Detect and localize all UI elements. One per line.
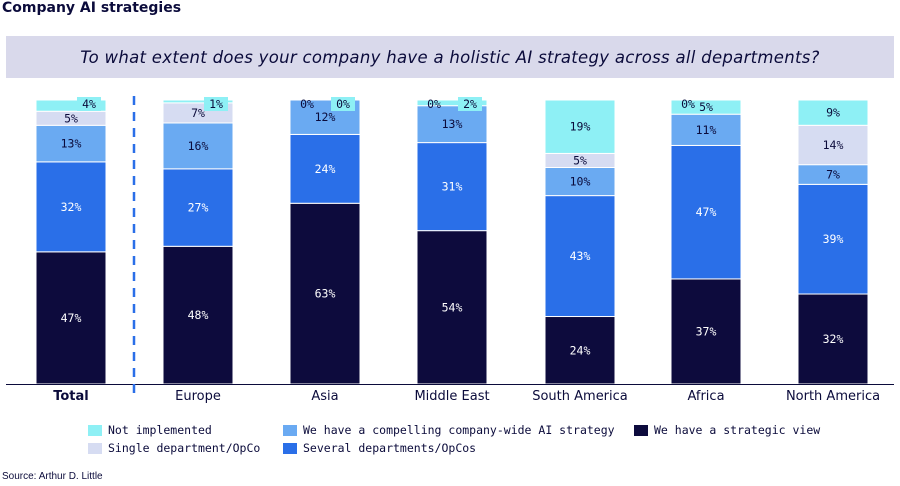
category-label: Africa: [687, 389, 724, 404]
bar-segment-strategic-view: [797, 293, 869, 385]
legend-item-single-department: Single department/OpCo: [88, 441, 260, 455]
legend-swatch-not-implemented: [88, 424, 102, 436]
data-label: 5%: [699, 100, 713, 114]
label-badge: [77, 97, 101, 111]
bar-segment-strategic-view: [670, 278, 742, 385]
question-text: To what extent does your company have a …: [80, 47, 820, 67]
data-label: 7%: [191, 106, 205, 120]
data-label: 54%: [442, 300, 463, 314]
legend-label-not-implemented: Not implemented: [108, 423, 212, 437]
data-label: 48%: [188, 308, 209, 322]
bar-segment-compelling-strategy: [544, 166, 616, 197]
data-label: 9%: [826, 106, 840, 120]
data-label: 24%: [315, 162, 336, 176]
bar-segment-compelling-strategy: [416, 105, 488, 144]
data-label: 7%: [826, 168, 840, 182]
legend-item-compelling-strategy: We have a compelling company-wide AI str…: [283, 423, 615, 437]
category-label: Asia: [311, 389, 338, 404]
data-label: 0%: [681, 97, 695, 111]
data-label: 24%: [570, 343, 591, 357]
data-label: 14%: [823, 138, 844, 152]
bar-segment-several-departments: [289, 133, 361, 204]
legend-swatch-strategic-view: [634, 424, 648, 436]
data-label: 4%: [82, 97, 96, 111]
label-badge: [204, 97, 228, 111]
data-label: 16%: [188, 139, 209, 153]
data-label: 37%: [696, 324, 717, 338]
data-label: 13%: [61, 137, 82, 151]
data-label: 47%: [696, 205, 717, 219]
legend-swatch-several-departments: [283, 442, 297, 454]
source-note: Source: Arthur D. Little: [2, 471, 103, 482]
data-label: 5%: [573, 153, 587, 167]
legend-label-compelling-strategy: We have a compelling company-wide AI str…: [303, 423, 615, 437]
question-banner: To what extent does your company have a …: [6, 36, 894, 78]
data-label: 5%: [64, 111, 78, 125]
bar-segment-strategic-view: [162, 245, 234, 385]
chart-legend: Not implemented Single department/OpCo W…: [88, 423, 888, 459]
data-label: 11%: [696, 123, 717, 137]
legend-swatch-compelling-strategy: [283, 424, 297, 436]
data-label: 31%: [442, 180, 463, 194]
category-label: Total: [53, 389, 89, 404]
data-label: 12%: [315, 110, 336, 124]
category-label: South America: [532, 389, 628, 404]
data-label: 13%: [442, 117, 463, 131]
legend-item-several-departments: Several departments/OpCos: [283, 441, 476, 455]
legend-label-strategic-view: We have a strategic view: [654, 423, 821, 437]
label-badge: [458, 97, 482, 111]
data-label: 0%: [427, 97, 441, 111]
data-label: 19%: [570, 120, 591, 134]
data-label: 32%: [61, 200, 82, 214]
data-label: 0%: [300, 97, 314, 111]
stacked-bar-chart: 47% 32% 13% 5% 4% Total 48% 27% 16% 7% 1% Europe 63%…: [6, 96, 894, 404]
bar-segment-single-department: [797, 124, 869, 166]
legend-label-several-departments: Several departments/OpCos: [303, 441, 477, 455]
bar-segment-not-implemented: [416, 99, 488, 107]
bar-segment-several-departments: [544, 195, 616, 318]
bar-segment-not-implemented: [544, 99, 616, 154]
category-label: North America: [786, 389, 880, 404]
bar-segment-not-implemented: [162, 99, 234, 104]
bar-segment-strategic-view: [416, 230, 488, 385]
bar-segment-not-implemented: [35, 99, 107, 112]
bar-segment-strategic-view: [544, 316, 616, 385]
data-label: 63%: [315, 287, 336, 301]
page-title: Company AI strategies: [2, 0, 182, 16]
data-label: 47%: [61, 311, 82, 325]
data-label: 27%: [188, 201, 209, 215]
bar-segment-not-implemented: [797, 99, 869, 126]
data-label: 43%: [570, 249, 591, 263]
legend-item-not-implemented: Not implemented: [88, 423, 212, 437]
bar-segment-strategic-view: [289, 202, 361, 385]
bar-segment-several-departments: [162, 168, 234, 247]
bar-segment-several-departments: [670, 144, 742, 280]
legend-label-single-department: Single department/OpCo: [108, 441, 261, 455]
bar-segment-compelling-strategy: [35, 124, 107, 163]
legend-swatch-single-department: [88, 442, 102, 454]
label-badge: [331, 97, 355, 111]
bar-segment-several-departments: [416, 142, 488, 232]
data-label: 39%: [823, 232, 844, 246]
bar-segment-not-implemented: [670, 99, 742, 115]
bar-segment-compelling-strategy: [162, 122, 234, 170]
data-label: 0%: [336, 97, 350, 111]
data-label: 10%: [570, 175, 591, 189]
legend-item-strategic-view: We have a strategic view: [634, 423, 820, 437]
category-label: Middle East: [414, 389, 489, 404]
bar-segment-several-departments: [35, 161, 107, 253]
data-label: 32%: [823, 332, 844, 346]
bar-segment-several-departments: [797, 183, 869, 295]
data-label: 2%: [463, 97, 477, 111]
data-label: 1%: [209, 97, 223, 111]
category-label: Europe: [175, 389, 221, 404]
